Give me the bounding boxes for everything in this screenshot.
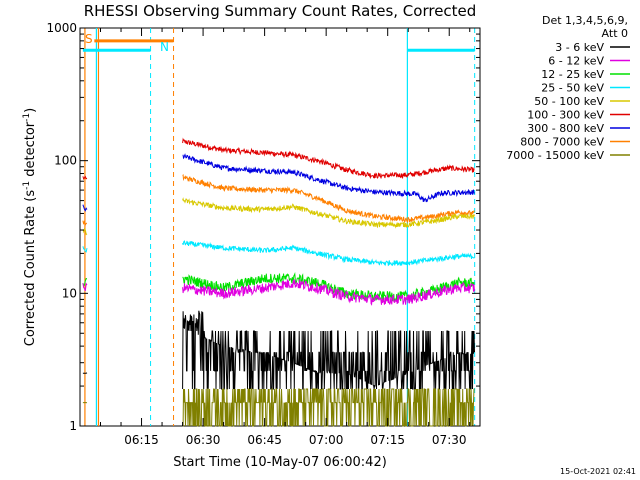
series-line [82, 246, 88, 253]
x-tick-label: 07:30 [432, 433, 467, 447]
legend-label: 7000 - 15000 keV [506, 149, 604, 162]
x-axis-label: Start Time (10-May-07 06:00:42) [173, 455, 387, 470]
x-tick-label: 06:15 [124, 433, 159, 447]
series-line [182, 388, 475, 427]
series-line [182, 279, 475, 306]
series-line [182, 310, 475, 390]
legend-header-detectors: Det 1,3,4,5,6,9, [542, 14, 628, 27]
generation-timestamp: 15-Oct-2021 02:41 [560, 467, 636, 476]
series-line [82, 175, 88, 181]
legend-label: 50 - 100 keV [534, 95, 604, 108]
legend-header-attenuator: Att 0 [602, 27, 628, 40]
y-axis-label-sup2: -1 [22, 113, 32, 122]
series-line [182, 137, 475, 180]
flag-n: N [160, 40, 169, 54]
legend-label: 800 - 7000 keV [520, 136, 604, 149]
series-line [182, 173, 475, 224]
y-tick-label: 100 [54, 154, 77, 168]
y-axis-label: Corrected Count Rate (s-1 detector-1) [22, 108, 38, 346]
series-line [82, 227, 88, 236]
y-axis-label-part3: ) [23, 108, 38, 113]
chart-title: RHESSI Observing Summary Count Rates, Co… [84, 2, 477, 20]
series-layer [82, 137, 475, 427]
y-axis-label-part2: detector [23, 121, 38, 181]
y-tick-label: 10 [62, 286, 77, 300]
legend-label: 12 - 25 keV [541, 68, 604, 81]
legend-label: 25 - 50 keV [541, 82, 604, 95]
flag-s: S [85, 32, 93, 46]
status-bars [82, 39, 475, 52]
series-line [82, 204, 88, 212]
legend-label: 3 - 6 keV [555, 41, 604, 54]
y-axis-label-part1: Corrected Count Rate (s [23, 190, 38, 347]
legend-label: 6 - 12 keV [548, 55, 604, 68]
series-line [182, 197, 475, 229]
y-tick-label: 1 [69, 419, 77, 433]
event-lines [84, 28, 476, 426]
y-tick-label: 1000 [46, 21, 77, 35]
x-tick-label: 07:15 [370, 433, 405, 447]
x-tick-label: 06:30 [186, 433, 221, 447]
x-tick-label: 07:00 [309, 433, 344, 447]
y-axis-label-sup1: -1 [22, 181, 32, 190]
legend-label: 100 - 300 keV [527, 109, 604, 122]
series-line [182, 240, 475, 267]
series-line [82, 282, 88, 292]
series-line [82, 220, 88, 227]
x-tick-label: 06:45 [247, 433, 282, 447]
legend-label: 300 - 800 keV [527, 122, 604, 135]
series-line [182, 153, 475, 203]
axes-layer: 1 10 100 1000 06:15 06:30 06:45 07:00 07:15 07:30 [46, 21, 480, 447]
